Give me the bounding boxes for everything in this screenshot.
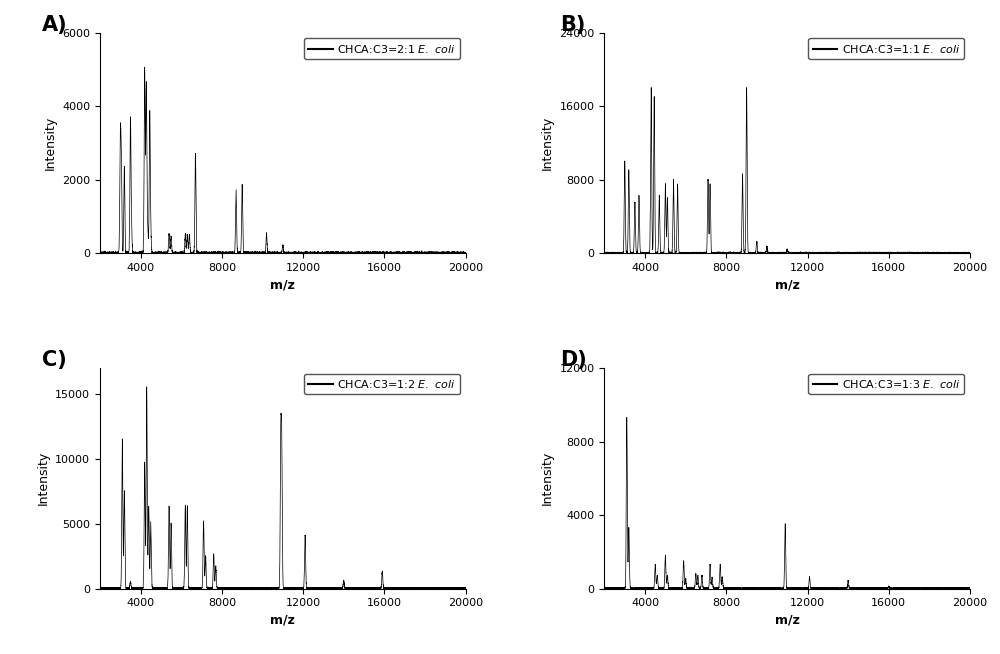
Text: C): C)	[42, 351, 66, 370]
Legend: CHCA:C3=1:2 $\mathit{E.\ coli}$: CHCA:C3=1:2 $\mathit{E.\ coli}$	[304, 373, 460, 394]
Legend: CHCA:C3=1:3 $\mathit{E.\ coli}$: CHCA:C3=1:3 $\mathit{E.\ coli}$	[808, 373, 964, 394]
X-axis label: m/z: m/z	[270, 614, 295, 627]
X-axis label: m/z: m/z	[775, 279, 800, 292]
X-axis label: m/z: m/z	[270, 279, 295, 292]
Legend: CHCA:C3=2:1 $\mathit{E.\ coli}$: CHCA:C3=2:1 $\mathit{E.\ coli}$	[304, 38, 460, 59]
Y-axis label: Intensity: Intensity	[541, 116, 554, 170]
Text: A): A)	[42, 15, 67, 35]
X-axis label: m/z: m/z	[775, 614, 800, 627]
Text: B): B)	[561, 15, 586, 35]
Legend: CHCA:C3=1:1 $\mathit{E.\ coli}$: CHCA:C3=1:1 $\mathit{E.\ coli}$	[808, 38, 964, 59]
Y-axis label: Intensity: Intensity	[44, 116, 57, 170]
Y-axis label: Intensity: Intensity	[541, 451, 554, 506]
Text: D): D)	[561, 351, 587, 370]
Y-axis label: Intensity: Intensity	[37, 451, 50, 506]
